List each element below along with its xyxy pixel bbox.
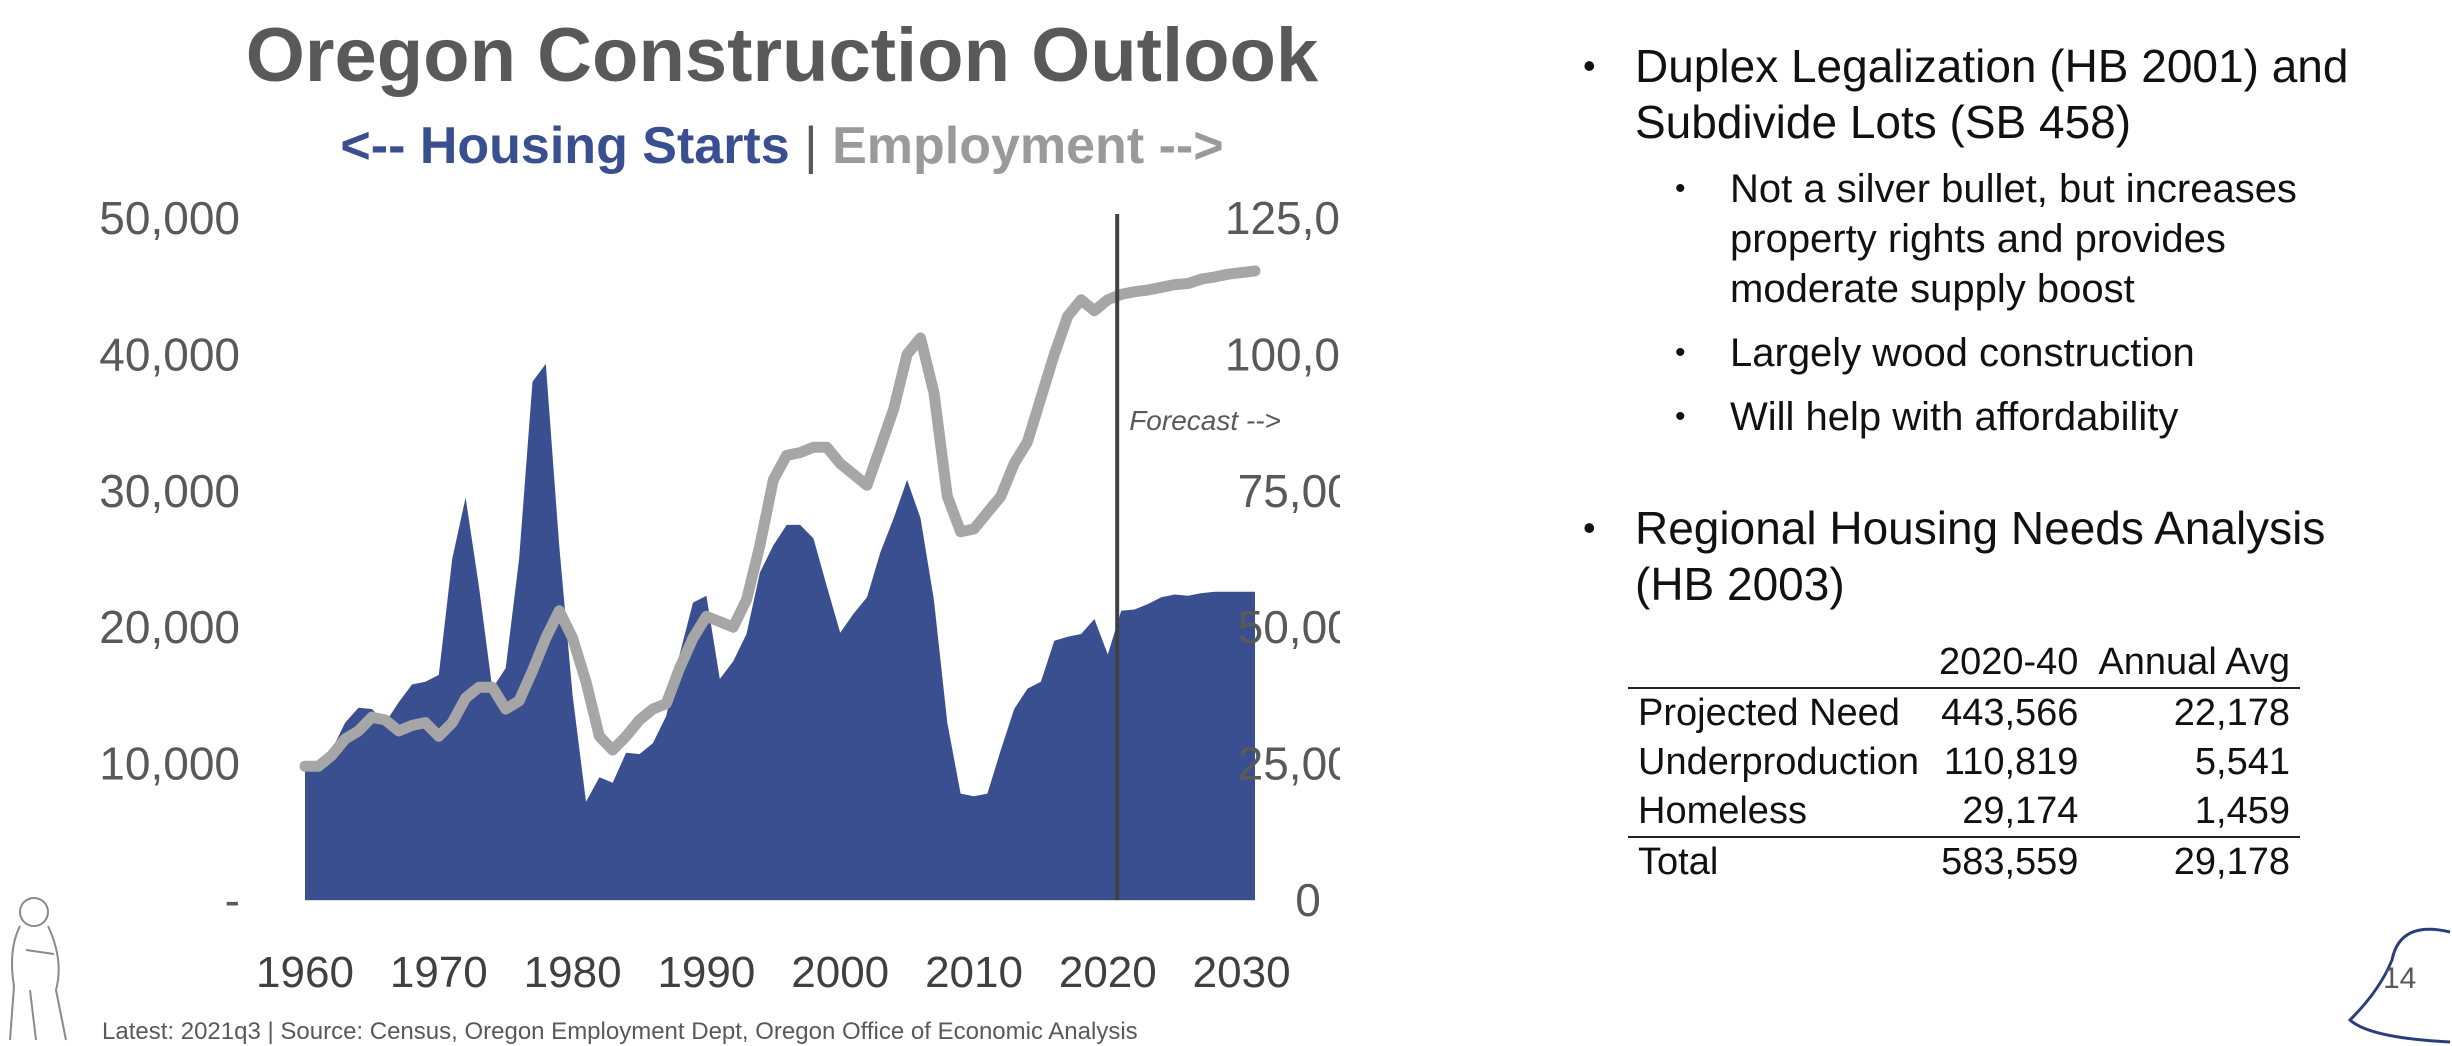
left-axis-tick-label: 50,000: [99, 192, 240, 244]
table-cell: 5,541: [2194, 741, 2291, 783]
bullet-line: (HB 2003): [1635, 558, 1845, 610]
right-axis-ticks: 0 25,000 50,000 75,000 100,000 125,000: [1225, 192, 1340, 926]
sub-bullet-affordability: • Will help with affordability: [1575, 392, 2435, 442]
table-cell: Projected Need: [1638, 692, 1900, 734]
sub-bullet-dot: •: [1675, 172, 1686, 205]
table-header-row: 2020-40 Annual Avg: [1628, 638, 2301, 689]
mascot-logo: [9, 897, 67, 1041]
subtitle-housing-starts: <-- Housing Starts: [340, 117, 790, 175]
table-cell: Homeless: [1638, 790, 1807, 832]
right-axis-tick-label: 125,000: [1225, 192, 1340, 244]
right-axis-tick-label: 75,000: [1238, 465, 1340, 517]
bullet-dot: •: [1583, 45, 1596, 86]
table-header-cell: [1628, 638, 1929, 689]
table-cell: 29,174: [1962, 790, 2079, 832]
table-cell: Total: [1628, 836, 1929, 887]
x-axis-tick-label: 1970: [390, 948, 488, 997]
table-row: Underproduction 110,819 5,541: [1628, 738, 2300, 787]
sub-bullet-line: Will help with affordability: [1730, 395, 2179, 439]
sub-bullet-line: Not a silver bullet, but increases: [1730, 167, 2297, 211]
sub-bullet-list: • Not a silver bullet, but increases pro…: [1575, 164, 2435, 442]
left-axis-ticks: - 10,000 20,000 30,000 40,000 50,000: [99, 192, 240, 926]
right-panel: • Duplex Legalization (HB 2001) and Subd…: [1575, 38, 2435, 612]
housing-starts-area: [305, 363, 1255, 900]
bullet-duplex-legalization: • Duplex Legalization (HB 2001) and Subd…: [1575, 38, 2435, 150]
bullet-line: Duplex Legalization (HB 2001) and: [1635, 40, 2349, 92]
right-axis-tick-label: 50,000: [1238, 601, 1340, 653]
right-axis-tick-label: 100,000: [1225, 328, 1340, 380]
right-axis-tick-label: 25,000: [1238, 738, 1340, 790]
table-row: Homeless 29,174 1,459: [1628, 787, 2300, 837]
table-row: Projected Need 443,566 22,178: [1628, 688, 2300, 738]
table-cell: 110,819: [1943, 741, 2079, 783]
left-axis-tick-label: 10,000: [99, 738, 240, 790]
source-note: Latest: 2021q3 | Source: Census, Oregon …: [102, 1018, 1138, 1045]
sub-bullet-silver-bullet: • Not a silver bullet, but increases pro…: [1575, 164, 2435, 314]
x-axis-tick-label: 1980: [524, 948, 622, 997]
table-header-cell: 2020-40: [1928, 638, 2089, 689]
page-number: 14: [2383, 962, 2417, 995]
table-total-row: Total 583,559 29,178: [1628, 836, 2301, 887]
sub-bullet-wood-construction: • Largely wood construction: [1575, 328, 2435, 378]
left-axis-tick-label: -: [225, 874, 240, 926]
table-cell: Underproduction: [1638, 741, 1919, 783]
table-cell: 29,178: [2088, 836, 2301, 887]
sub-bullet-line: Largely wood construction: [1730, 331, 2195, 375]
construction-chart: Forecast --> - 10,000 20,000 30,000 40,000 50…: [99, 192, 1340, 997]
sub-bullet-line: moderate supply boost: [1730, 267, 2135, 311]
subtitle-employment: Employment -->: [832, 117, 1224, 175]
bullet-housing-needs-analysis: • Regional Housing Needs Analysis (HB 20…: [1575, 500, 2435, 612]
left-axis-tick-label: 20,000: [99, 601, 240, 653]
subtitle-separator: |: [789, 117, 833, 175]
chart-subtitle: <-- Housing Starts | Employment -->: [232, 116, 1332, 176]
sub-bullet-dot: •: [1675, 336, 1686, 369]
table-cell: 22,178: [2173, 692, 2291, 734]
bullet-dot: •: [1583, 507, 1596, 548]
x-axis-tick-label: 2020: [1059, 948, 1157, 997]
employment-line: [299, 265, 1261, 772]
x-axis-tick-label: 1990: [657, 948, 755, 997]
housing-needs-table: 2020-40 Annual Avg Projected Need 443,56…: [1628, 638, 2301, 887]
x-axis-tick-label: 2030: [1193, 948, 1291, 997]
x-axis-tick-label: 2000: [791, 948, 889, 997]
table-header-cell: Annual Avg: [2088, 638, 2301, 689]
chart-title: Oregon Construction Outlook: [245, 13, 1319, 98]
x-axis-ticks: 1960 1970 1980 1990 2000 2010 2020 2030: [256, 948, 1291, 997]
forecast-label: Forecast -->: [1129, 405, 1281, 436]
table-cell: 443,566: [1941, 692, 2079, 734]
table-cell: 583,559: [1928, 836, 2089, 887]
sub-bullet-dot: •: [1675, 400, 1686, 433]
x-axis-tick-label: 2010: [925, 948, 1023, 997]
left-axis-tick-label: 40,000: [99, 328, 240, 380]
x-axis-tick-label: 1960: [256, 948, 354, 997]
table-cell: 1,459: [2194, 790, 2291, 832]
bullet-line: Subdivide Lots (SB 458): [1635, 96, 2132, 148]
corner-decoration: [2347, 927, 2451, 1044]
left-axis-tick-label: 30,000: [99, 465, 240, 517]
bullet-line: Regional Housing Needs Analysis: [1635, 502, 2326, 554]
sub-bullet-line: property rights and provides: [1730, 217, 2226, 261]
right-axis-tick-label: 0: [1295, 874, 1321, 926]
